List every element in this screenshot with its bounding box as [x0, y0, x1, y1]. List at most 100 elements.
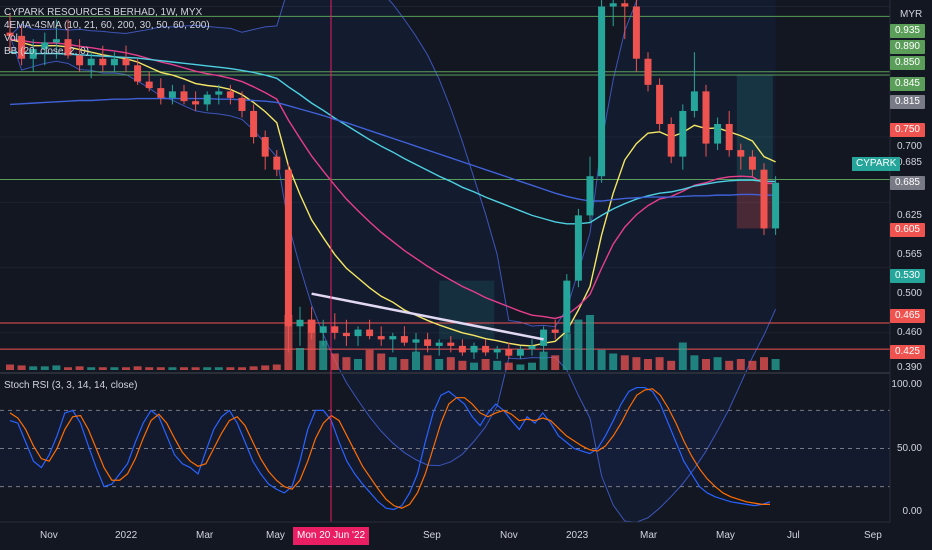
candle: [400, 326, 408, 346]
stoch-legend[interactable]: Stoch RSI (3, 3, 14, 14, close): [4, 380, 138, 391]
volume-bar: [597, 349, 606, 370]
candle-body: [168, 91, 176, 98]
candle: [447, 336, 455, 353]
candle: [76, 39, 84, 72]
volume-bar: [110, 367, 119, 370]
ema-indicator-label[interactable]: 4EMA-4SMA (10, 21, 60, 200, 30, 50, 60, …: [4, 20, 210, 31]
candle: [748, 150, 756, 177]
candle-body: [702, 91, 710, 144]
candle-body: [528, 345, 536, 350]
candle-body: [389, 336, 397, 340]
stoch-band-fill: [0, 410, 890, 487]
candle-body: [64, 39, 72, 56]
volume-bar: [586, 315, 594, 370]
time-tick: Sep: [423, 530, 441, 541]
volume-bar: [191, 367, 200, 370]
candle: [99, 45, 107, 72]
volume-bar: [168, 367, 177, 370]
volume-bar: [145, 367, 154, 370]
volume-indicator-label[interactable]: Vol: [4, 33, 18, 44]
symbol-title[interactable]: CYPARK RESOURCES BERHAD, 1W, MYX: [4, 7, 203, 18]
candle: [180, 84, 188, 105]
candle-body: [226, 91, 234, 98]
volume-bar: [238, 367, 246, 370]
price-tick: 0.685: [896, 157, 922, 168]
candle-body: [505, 349, 513, 356]
price-tick: 0.685: [889, 176, 925, 190]
volume-bar: [481, 359, 490, 370]
volume-bar: [400, 359, 409, 370]
candle: [168, 84, 176, 105]
candle: [377, 326, 385, 346]
candle-body: [308, 319, 316, 333]
candle: [238, 91, 246, 118]
volume-bar: [667, 360, 676, 370]
volume-bar: [446, 357, 455, 370]
candle: [52, 19, 60, 59]
candle-body: [41, 42, 49, 49]
volume-bar: [423, 355, 432, 370]
candle: [702, 84, 710, 157]
ema-line: [9, 51, 776, 225]
volume-bar: [690, 355, 699, 370]
time-tick: 2022: [115, 530, 138, 541]
candle: [586, 156, 594, 222]
candle-body: [435, 342, 443, 346]
volume-bar: [748, 360, 757, 370]
volume-bar: [493, 360, 502, 370]
candle-body: [6, 32, 14, 36]
candle: [458, 339, 466, 356]
volume-bar: [365, 349, 374, 370]
volume-bar: [17, 365, 26, 370]
volume-bar: [516, 364, 525, 370]
volume-bar: [562, 333, 571, 370]
candle-body: [690, 91, 698, 111]
candle-body: [621, 3, 629, 7]
price-tick: 0.390: [896, 362, 922, 373]
volume-bar: [87, 367, 96, 370]
volume-bar: [435, 359, 444, 370]
trendline[interactable]: [311, 292, 544, 341]
price-tick: 0.565: [896, 249, 922, 260]
candle-body: [679, 110, 687, 157]
candle-body: [342, 332, 350, 337]
price-legend: CYPARK RESOURCES BERHAD, 1W, MYX 4EMA-4S…: [4, 6, 210, 58]
volume-bar: [342, 357, 351, 370]
price-tick: 0.500: [896, 288, 922, 299]
volume-bar: [75, 366, 84, 370]
volume-bar: [307, 319, 316, 370]
symbol-price-tag: CYPARK: [852, 157, 901, 171]
candle: [714, 117, 722, 151]
candle-body: [215, 91, 223, 95]
candle-body: [18, 35, 26, 59]
candle-body: [470, 345, 478, 353]
candle-body: [145, 81, 153, 89]
candle: [250, 104, 258, 144]
candle-body: [331, 326, 339, 333]
candle-body: [284, 169, 292, 327]
ema-line: [9, 38, 776, 320]
candle-body: [122, 58, 130, 66]
candle-body: [180, 91, 188, 102]
candle: [725, 110, 733, 157]
crosshair-date-label: Mon 20 Jun '22: [293, 527, 370, 545]
volume-bar: [6, 364, 14, 370]
candle: [284, 163, 292, 353]
volume-bar: [249, 366, 258, 370]
candle: [528, 339, 536, 356]
candle: [41, 32, 49, 66]
candle: [609, 0, 617, 27]
price-tick: 0.845: [889, 77, 925, 91]
candle-body: [748, 156, 756, 170]
volume-bar: [458, 360, 467, 370]
candle-body: [366, 329, 374, 337]
bollinger-indicator-label[interactable]: BB (20, close, 2, 0): [4, 46, 90, 57]
price-tick: 0.815: [889, 95, 925, 109]
candle-body: [714, 124, 722, 144]
time-tick: Nov: [500, 530, 518, 541]
volume-bar: [40, 366, 49, 370]
stoch-tick: 50.00: [896, 442, 922, 454]
candle: [203, 91, 211, 111]
candle-body: [656, 84, 664, 124]
